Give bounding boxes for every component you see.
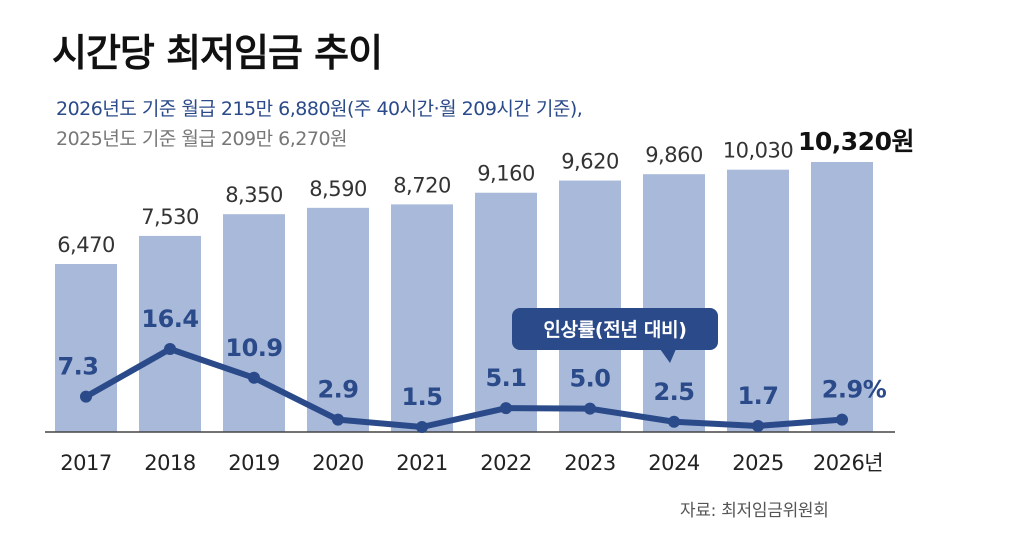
rate-callout-box: [512, 308, 718, 350]
bar-value-label: 8,350: [225, 183, 283, 207]
subtitle-2025: 2025년도 기준 월급 209만 6,270원: [56, 128, 348, 150]
rate-point: [668, 415, 680, 428]
source-note: 자료: 최저임금위원회: [680, 501, 829, 521]
bar-2019: [223, 214, 285, 432]
bar-2021: [391, 204, 453, 432]
rate-point: [248, 371, 260, 384]
rate-point: [80, 390, 92, 403]
rate-callout: 인상률(전년 대비): [512, 308, 718, 363]
rate-value-label: 2.9%: [822, 376, 887, 404]
rate-value-label: 16.4: [141, 305, 198, 333]
rate-value-label: 2.5: [653, 378, 694, 406]
rate-value-label: 2.9: [317, 376, 358, 404]
x-tick-label: 2018: [144, 451, 195, 475]
bar-2023: [559, 180, 621, 432]
rate-point: [836, 413, 848, 426]
rate-callout-label: 인상률(전년 대비): [543, 319, 686, 341]
rate-callout-tail: [660, 349, 676, 363]
rate-line: [83, 346, 845, 430]
bar-series: [55, 162, 873, 433]
x-tick-label: 2025: [732, 451, 783, 475]
bar-2020: [307, 207, 369, 432]
bar-value-label: 6,470: [57, 233, 115, 257]
bar-value-label: 7,530: [141, 205, 199, 229]
rate-point: [500, 402, 512, 415]
x-tick-label: 2023: [564, 451, 615, 475]
bar-value-label: 8,720: [393, 173, 451, 197]
bar-2024: [643, 174, 705, 432]
bar-value-label: 9,620: [561, 150, 619, 174]
rate-point: [584, 402, 596, 415]
rate-point: [416, 421, 428, 433]
subtitle-2026: 2026년도 기준 월급 215만 6,880원(주 40시간·월 209시간 …: [56, 98, 583, 120]
rate-value-label: 10.9: [225, 334, 282, 362]
chart-title: 시간당 최저임금 추이: [52, 31, 383, 75]
rate-value-label: 7.3: [57, 353, 98, 381]
rate-point: [164, 343, 176, 355]
x-tick-label: 2024: [648, 451, 700, 475]
bar-value-label: 10,030: [723, 139, 793, 163]
bar-2017: [55, 264, 117, 432]
rate-value-label: 5.0: [569, 365, 610, 393]
rate-value-label: 1.7: [737, 382, 778, 410]
x-tick-label: 2022: [480, 451, 531, 475]
bar-2026년: [811, 162, 873, 432]
x-tick-label: 2019: [228, 451, 279, 475]
bar-value-label: 8,590: [309, 177, 367, 201]
bar-value-label: 9,860: [645, 143, 703, 167]
x-tick-label: 2017: [60, 451, 111, 475]
x-tick-label: 2026년: [813, 451, 883, 475]
rate-point: [332, 413, 344, 426]
x-tick-label: 2020: [312, 451, 363, 475]
x-tick-label: 2021: [396, 451, 447, 475]
rate-point: [752, 419, 764, 432]
rate-labels: 7.3 16.4 10.9 2.9 1.5 5.1 5.0 2.5 1.7 2.9%: [57, 305, 887, 411]
bar-2018: [139, 235, 201, 432]
bar-2025: [727, 169, 789, 433]
bar-value-label: 10,320원: [798, 127, 914, 156]
bar-value-label: 9,160: [477, 162, 535, 186]
rate-value-label: 5.1: [485, 364, 526, 392]
bar-value-labels: 6,470 7,530 8,350 8,590 8,720 9,160 9,620 9,860…: [57, 127, 914, 257]
x-axis-labels: 2017 2018 2019 2020 2021 2022 2023 2024 2025 2026…: [60, 451, 883, 475]
rate-points: [80, 343, 848, 433]
rate-value-label: 1.5: [401, 383, 442, 411]
